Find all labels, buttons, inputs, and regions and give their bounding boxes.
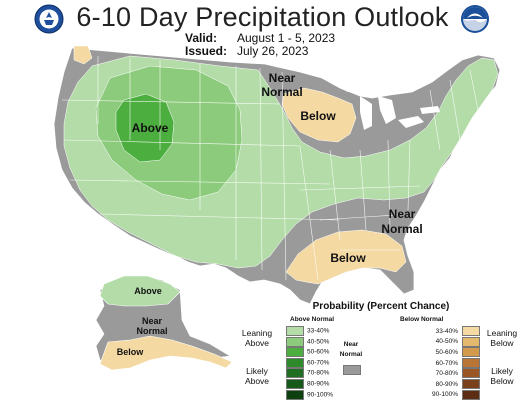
region-label-near-southeast-2: Normal — [381, 222, 422, 236]
legend-above-range: 33-40% — [307, 327, 330, 335]
legend-below-swatch — [462, 347, 480, 358]
legend-above-swatch — [286, 379, 304, 389]
legend-below-swatch — [462, 368, 480, 379]
below-gulf-area — [285, 229, 407, 285]
legend-below-row: 50-60% — [374, 347, 480, 358]
legend-below-swatch — [462, 389, 480, 400]
legend-above-range: 40-50% — [307, 338, 330, 346]
region-label-near-north-2: Normal — [261, 85, 302, 99]
noaa-logo-icon — [461, 5, 489, 33]
legend-near-swatch — [343, 365, 361, 375]
legend-above-header: Above Normal — [290, 316, 335, 323]
legend-below-range: 80-90% — [435, 380, 458, 388]
legend-leaning-above: Leaning Above — [241, 328, 273, 348]
legend-below-range: 50-60% — [435, 348, 458, 356]
above-50-60-area — [115, 93, 175, 163]
state-borders — [61, 56, 479, 281]
doc-seal-icon — [34, 4, 64, 34]
region-label-near-southeast-1: Near — [389, 207, 416, 221]
great-lakes — [332, 80, 440, 130]
legend-below-row: 70-80% — [374, 368, 480, 379]
legend-below-range: 90-100% — [431, 391, 458, 399]
legend-above-swatch — [286, 368, 304, 379]
legend-above-swatch — [286, 326, 304, 336]
region-label-below-midwest: Below — [300, 109, 336, 123]
legend-above-range: 70-80% — [307, 370, 330, 378]
region-label-alaska-above: Above — [134, 286, 162, 296]
legend-above-row: 80-90% — [286, 379, 329, 389]
legend-above-swatch — [286, 357, 304, 368]
issued-value: July 26, 2023 — [237, 44, 309, 58]
legend-below-range: 70-80% — [435, 370, 458, 378]
legend-below-row: 80-90% — [374, 379, 480, 389]
legend-above-swatch — [286, 336, 304, 347]
legend-title: Probability (Percent Chance) — [312, 301, 450, 312]
legend-below-range: 40-50% — [435, 338, 458, 346]
legend-below-row: 60-70% — [374, 357, 480, 368]
legend-below-swatch — [462, 336, 480, 347]
legend-above-row: 70-80% — [286, 368, 330, 379]
legend: Probability (Percent Chance) Above Norma… — [240, 300, 522, 404]
region-label-near-north-1: Near — [269, 71, 296, 85]
legend-likely-above: Likely Above — [244, 366, 270, 386]
legend-above-row: 50-60% — [286, 347, 330, 358]
legend-near-header: Near Normal — [339, 341, 363, 358]
legend-below-range: 33-40% — [435, 327, 458, 335]
page-title: 6-10 Day Precipitation Outlook — [76, 2, 449, 32]
legend-below-swatch — [462, 326, 480, 336]
legend-below-row: 40-50% — [374, 336, 480, 347]
valid-label: Valid: — [185, 31, 218, 45]
below-midwest-area — [281, 87, 357, 143]
valid-value: August 1 - 5, 2023 — [237, 31, 336, 45]
region-label-alaska-below: Below — [117, 347, 145, 357]
legend-above-row: 90-100% — [286, 389, 334, 400]
region-label-alaska-near-1: Near — [142, 316, 163, 326]
alaska-map — [95, 275, 233, 371]
legend-above-range: 50-60% — [307, 348, 330, 356]
legend-below-swatch — [462, 357, 480, 368]
legend-likely-below: Likely Below — [490, 366, 514, 386]
legend-above-row: 40-50% — [286, 336, 330, 347]
alaska-below-area — [99, 335, 233, 371]
alaska-above-area — [99, 275, 181, 307]
region-label-alaska-near-2: Normal — [136, 326, 167, 336]
issued-label: Issued: — [185, 44, 228, 58]
legend-leaning-below: Leaning Below — [486, 328, 518, 348]
region-label-above-west: Above — [132, 121, 169, 135]
legend-above-swatch — [286, 389, 304, 400]
legend-above-row: 60-70% — [286, 357, 330, 368]
legend-above-range: 90-100% — [307, 391, 334, 399]
region-label-below-gulf: Below — [330, 251, 366, 265]
legend-above-range: 60-70% — [307, 359, 330, 367]
legend-above-range: 80-90% — [307, 380, 330, 388]
legend-below-range: 60-70% — [435, 359, 458, 367]
legend-below-row: 90-100% — [374, 389, 480, 400]
date-info: Valid: August 1 - 5, 2023 Issued: July 26,… — [185, 32, 335, 58]
legend-below-row: 33-40% — [374, 326, 480, 336]
legend-below-swatch — [462, 379, 480, 389]
below-northwest-area — [73, 45, 93, 65]
legend-above-swatch — [286, 347, 304, 358]
legend-below-header: Below Normal — [400, 316, 444, 323]
legend-above-row: 33-40% — [286, 326, 329, 336]
